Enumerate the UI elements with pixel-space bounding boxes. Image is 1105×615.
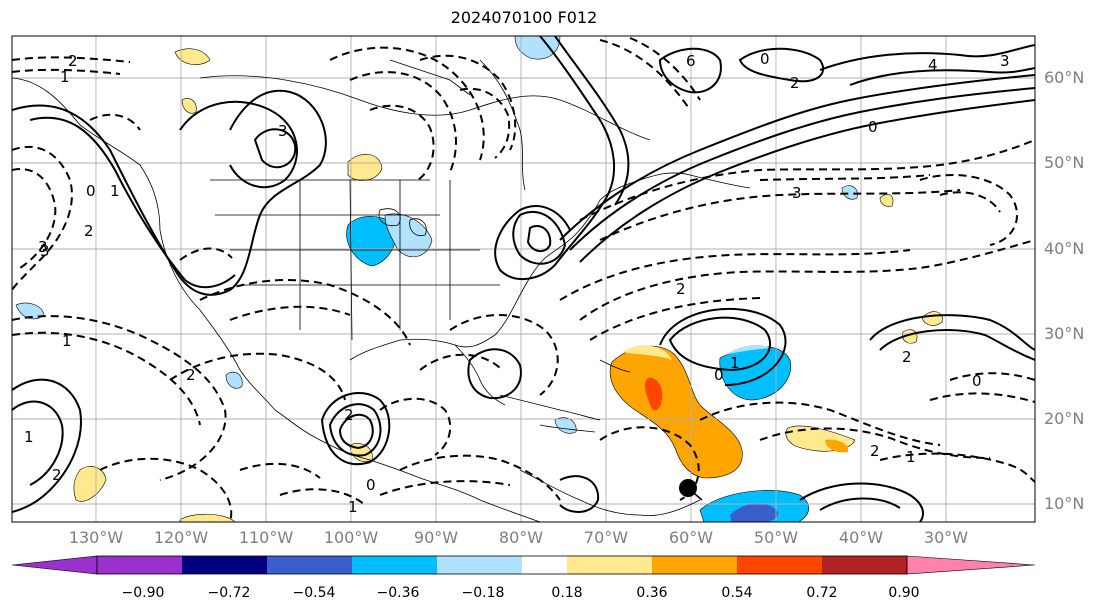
shade-lightblue-north	[514, 36, 561, 60]
shade-red-caribbean	[644, 377, 663, 411]
lon-label: 70°W	[583, 528, 629, 547]
shade-orange-caribbean	[609, 345, 743, 479]
contour-label: 3	[792, 184, 802, 202]
contour-label: 3	[40, 242, 50, 260]
colorbar-tick-label: −0.90	[121, 585, 165, 601]
colorbar	[11, 555, 1036, 575]
colorbar-swatch	[267, 556, 352, 574]
lon-label: 80°W	[498, 528, 544, 547]
contour-label: 2	[676, 280, 686, 298]
colorbar-extend-min	[11, 555, 98, 575]
lat-label: 60°N	[1044, 68, 1085, 87]
lon-label: 130°W	[68, 528, 124, 547]
shade-lightblue-mex	[225, 371, 243, 389]
colorbar-tick-label: 0.72	[806, 585, 838, 601]
shade-yellow-2	[181, 98, 197, 114]
contour-label: 0	[868, 118, 878, 136]
colorbar-tick-label: 0.36	[636, 585, 668, 601]
contours-dashed	[12, 37, 1035, 522]
contour-label: 2	[52, 466, 62, 484]
lat-label: 40°N	[1044, 239, 1085, 258]
contour-label: 2	[870, 442, 880, 460]
colorbar-swatch	[352, 556, 437, 574]
chart-title: 2024070100 F012	[450, 8, 598, 27]
shade-darkblue-atl-2	[730, 503, 779, 522]
contour-label: 0	[972, 372, 982, 390]
contour-label: 2	[84, 222, 94, 240]
contour-label: 2	[68, 52, 78, 70]
contour-label: 0	[86, 182, 96, 200]
contour-label: 1	[348, 498, 358, 516]
contour-label: 1	[906, 448, 916, 466]
storm-track-line	[687, 487, 703, 501]
contour-label: 2	[790, 74, 800, 92]
contour-label: 1	[62, 332, 72, 350]
colorbar-tick-label: 0.90	[888, 585, 920, 601]
colorbar-swatch	[522, 556, 567, 574]
contour-label: 4	[928, 56, 938, 74]
lat-label: 10°N	[1044, 494, 1085, 513]
lon-label: 60°W	[668, 528, 714, 547]
lon-label: 50°W	[753, 528, 799, 547]
contour-label: 2	[344, 406, 354, 424]
shade-yellow-south	[179, 513, 236, 522]
shade-lightblue-atl-1	[725, 344, 770, 355]
contour-label: 0	[760, 50, 770, 68]
colorbar-tick-label: −0.18	[461, 585, 505, 601]
contour-labels: 2 1 0 3 2 6 0 4 3 2 1 3 3 2 0 1 2 1 0 1 …	[24, 50, 1010, 516]
contour-label: 1	[110, 182, 120, 200]
colorbar-tick-label: −0.36	[376, 585, 420, 601]
colorbar-tick-label: −0.72	[207, 585, 251, 601]
colorbar-tick-label: 0.18	[551, 585, 583, 601]
lat-label: 30°N	[1044, 324, 1085, 343]
colorbar-extend-max	[906, 555, 1036, 575]
map-frame	[11, 35, 1036, 523]
colorbar-tick-label: 0.54	[721, 585, 753, 601]
lat-label: 50°N	[1044, 153, 1085, 172]
shade-yellow-canada	[347, 154, 383, 181]
contour-label: 3	[1000, 52, 1010, 70]
shaded-regions	[15, 36, 943, 522]
lon-label: 40°W	[838, 528, 884, 547]
lon-label: 30°W	[923, 528, 969, 547]
shade-orange-gulf	[825, 439, 849, 453]
contour-label: 6	[686, 52, 696, 70]
colorbar-swatch	[182, 556, 267, 574]
lat-label: 20°N	[1044, 409, 1085, 428]
contour-label: 1	[24, 428, 34, 446]
shade-lightblue-west	[15, 302, 45, 320]
colorbar-swatch	[737, 556, 822, 574]
colorbar-tick-label: −0.54	[292, 585, 336, 601]
contour-label: 1	[60, 68, 70, 86]
coastlines	[12, 59, 751, 522]
lon-label: 100°W	[323, 528, 379, 547]
contour-label: 2	[902, 348, 912, 366]
lon-label: 90°W	[413, 528, 459, 547]
contour-label: 1	[730, 354, 740, 372]
contour-label: 2	[186, 366, 196, 384]
contour-label: 0	[714, 366, 724, 384]
lon-label: 110°W	[238, 528, 294, 547]
contours	[12, 36, 1035, 522]
colorbar-swatch	[97, 556, 182, 574]
colorbar-swatch	[437, 556, 522, 574]
contour-label: 3	[278, 122, 288, 140]
lon-label: 120°W	[153, 528, 209, 547]
contour-label: 0	[366, 476, 376, 494]
colorbar-swatch	[652, 556, 737, 574]
shade-yellow-1	[174, 48, 211, 65]
colorbar-swatch	[822, 556, 907, 574]
contour-label: 3	[38, 238, 48, 256]
shade-yellow-caribbean	[622, 345, 672, 360]
colorbar-swatch	[567, 556, 652, 574]
